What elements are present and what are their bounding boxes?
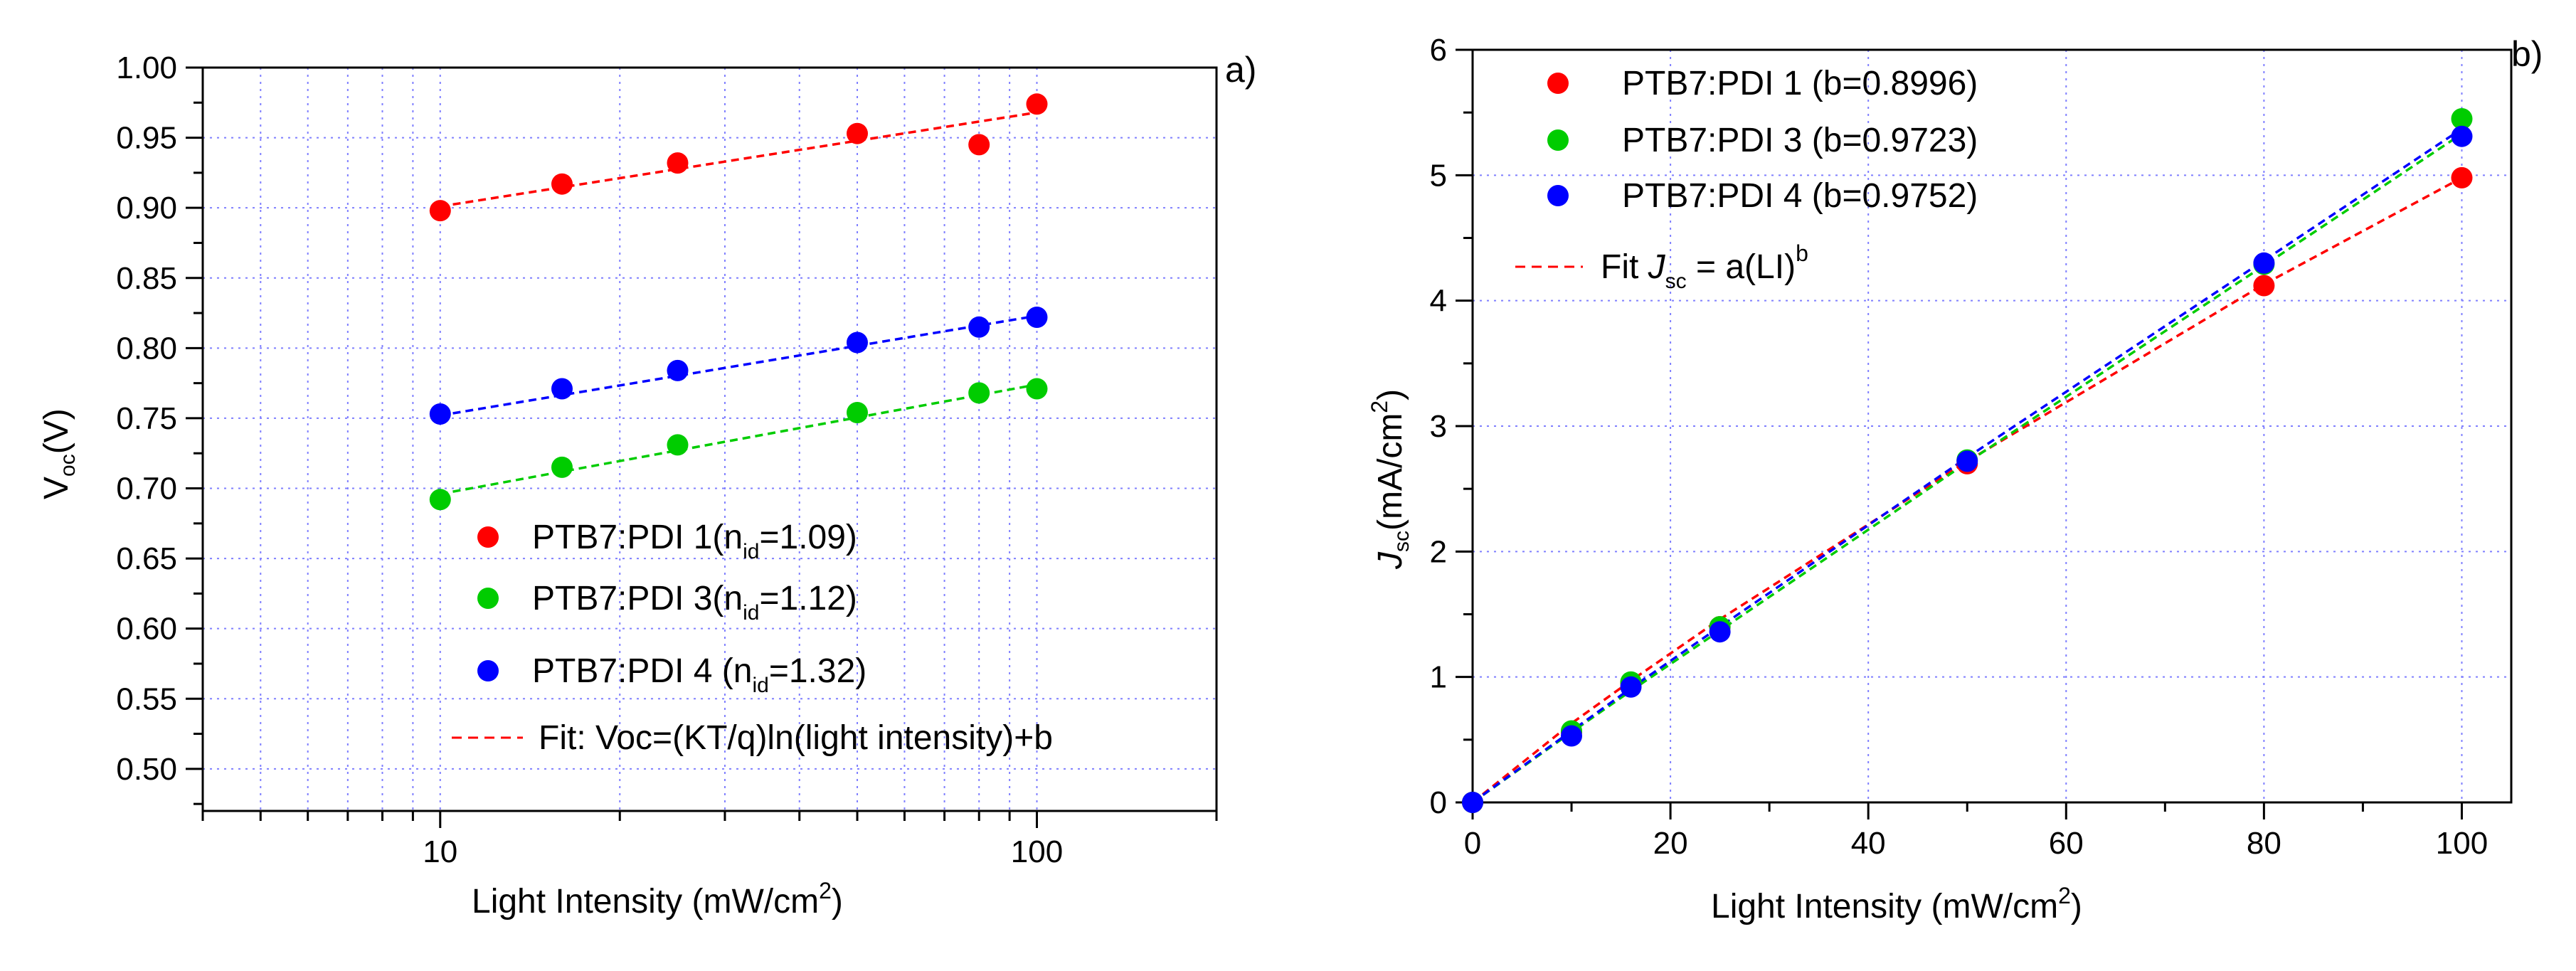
point-ptb7-pdi-3 <box>847 402 868 423</box>
y-tick-label: 0 <box>1430 785 1447 820</box>
x-tick-label: 20 <box>1653 826 1688 861</box>
panel-a-fit-lines <box>440 111 1037 496</box>
y-tick-label: 6 <box>1430 33 1447 68</box>
panel-a-points <box>429 93 1048 511</box>
point-ptb7-pdi-1 <box>968 134 990 156</box>
y-tick-label: 5 <box>1430 158 1447 193</box>
point-ptb7-pdi-4 <box>1462 792 1483 813</box>
legend-a-label-pdi3: PTB7:PDI 3(nid=1.12) <box>532 580 857 625</box>
point-ptb7-pdi-1 <box>667 152 689 174</box>
point-ptb7-pdi-4 <box>551 378 573 400</box>
y-tick-label: 1 <box>1430 660 1447 695</box>
panel-b-ticks: 0 20 40 60 80 100 0 1 2 3 4 5 6 <box>1430 33 2488 861</box>
legend-a-label-pdi1: PTB7:PDI 1(nid=1.09) <box>532 519 857 563</box>
point-ptb7-pdi-1 <box>1026 93 1048 115</box>
point-ptb7-pdi-4 <box>2451 125 2473 147</box>
fit-line-ptb7-pdi-1 <box>440 111 1037 208</box>
point-ptb7-pdi-3 <box>429 489 451 511</box>
panel-a-grid <box>202 68 1217 811</box>
y-tick-label: 4 <box>1430 284 1447 319</box>
point-ptb7-pdi-4 <box>847 331 868 354</box>
panel-b-legend: PTB7:PDI 1 (b=0.8996) PTB7:PDI 3 (b=0.97… <box>1515 65 1978 293</box>
y-tick-label: 0.75 <box>116 401 177 436</box>
y-tick-label: 2 <box>1430 534 1447 569</box>
point-ptb7-pdi-1 <box>429 200 451 222</box>
point-ptb7-pdi-1 <box>2253 275 2275 297</box>
x-tick-label: 80 <box>2247 826 2281 861</box>
point-ptb7-pdi-3 <box>551 456 573 478</box>
panel-a-x-axis-title: Light Intensity (mW/cm2) <box>472 878 843 920</box>
legend-b-marker-pdi1 <box>1547 73 1569 94</box>
legend-a-fit-label: Fit: Voc=(KT/q)ln(light intensity)+b <box>539 719 1053 757</box>
point-ptb7-pdi-4 <box>1026 307 1048 328</box>
point-ptb7-pdi-1 <box>847 122 868 144</box>
panel-a-y-axis-title: Voc(V) <box>38 408 80 499</box>
legend-a-marker-pdi1 <box>477 526 499 548</box>
point-ptb7-pdi-3 <box>968 382 990 404</box>
x-tick-label: 100 <box>2436 826 2488 861</box>
point-ptb7-pdi-3 <box>2451 108 2473 129</box>
panel-b-grid <box>1473 50 2511 802</box>
panel-a-ticks: 10 100 0.50 0.55 0.60 0.65 0.70 0.75 0.80 0.85 0.9… <box>116 51 1218 869</box>
legend-b-marker-pdi3 <box>1547 129 1569 151</box>
point-ptb7-pdi-4 <box>2253 252 2275 274</box>
panel-b-x-axis-title: Light Intensity (mW/cm2) <box>1711 883 2082 925</box>
y-tick-label: 0.80 <box>116 331 177 366</box>
point-ptb7-pdi-1 <box>2451 166 2473 189</box>
point-ptb7-pdi-4 <box>1956 450 1978 472</box>
point-ptb7-pdi-4 <box>1620 676 1642 698</box>
legend-a-marker-pdi3 <box>477 588 499 609</box>
x-tick-label: 40 <box>1851 826 1886 861</box>
y-tick-label: 3 <box>1430 409 1447 444</box>
legend-a-marker-pdi4 <box>477 660 499 681</box>
panel-a-label: a) <box>1225 50 1256 90</box>
y-tick-label: 0.85 <box>116 261 177 296</box>
x-tick-label: 0 <box>1464 826 1481 861</box>
legend-b-label-pdi3: PTB7:PDI 3 (b=0.9723) <box>1622 122 1978 159</box>
panel-b-points <box>1462 108 2473 813</box>
legend-b-label-pdi1: PTB7:PDI 1 (b=0.8996) <box>1622 65 1978 102</box>
legend-b-label-pdi4: PTB7:PDI 4 (b=0.9752) <box>1622 177 1978 215</box>
fit-line-ptb7-pdi-3 <box>440 383 1037 496</box>
point-ptb7-pdi-4 <box>667 359 689 381</box>
x-tick-label: 60 <box>2049 826 2084 861</box>
point-ptb7-pdi-4 <box>429 403 451 425</box>
y-tick-label: 0.95 <box>116 121 177 156</box>
panel-a-legend: PTB7:PDI 1(nid=1.09) PTB7:PDI 3(nid=1.12… <box>452 519 1053 757</box>
x-tick-label: 100 <box>1011 834 1063 869</box>
panel-a-plot-frame <box>201 66 1218 812</box>
legend-b-marker-pdi4 <box>1547 185 1569 206</box>
point-ptb7-pdi-1 <box>551 173 573 195</box>
x-tick-label: 10 <box>423 834 457 869</box>
panel-b-y-axis-title: Jsc(mA/cm2) <box>1367 389 1414 570</box>
panel-a: 10 100 0.50 0.55 0.60 0.65 0.70 0.75 0.80 0.85 0.9… <box>38 50 1256 920</box>
point-ptb7-pdi-3 <box>1026 378 1048 400</box>
y-tick-label: 0.70 <box>116 472 177 506</box>
y-tick-label: 0.90 <box>116 191 177 225</box>
y-tick-label: 1.00 <box>116 51 177 85</box>
y-tick-label: 0.50 <box>116 752 177 787</box>
y-tick-label: 0.60 <box>116 612 177 647</box>
legend-b-fit-label: Fit Jsc = a(LI)b <box>1601 240 1808 293</box>
point-ptb7-pdi-4 <box>1709 621 1731 643</box>
fit-line-ptb7-pdi-4 <box>440 314 1037 417</box>
y-tick-label: 0.65 <box>116 541 177 576</box>
point-ptb7-pdi-3 <box>667 434 689 456</box>
panel-b-label: b) <box>2511 34 2543 74</box>
panel-b: 0 20 40 60 80 100 0 1 2 3 4 5 6 b) Light Intensity (… <box>1367 33 2543 925</box>
point-ptb7-pdi-4 <box>968 316 990 338</box>
legend-a-label-pdi4: PTB7:PDI 4 (nid=1.32) <box>532 652 866 697</box>
point-ptb7-pdi-4 <box>1561 725 1582 747</box>
y-tick-label: 0.55 <box>116 681 177 716</box>
